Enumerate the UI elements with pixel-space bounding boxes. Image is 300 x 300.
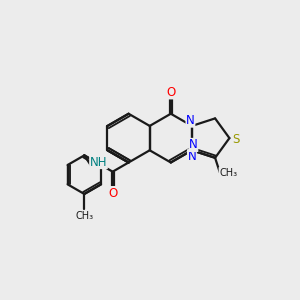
- Text: CH₃: CH₃: [75, 211, 93, 221]
- Text: NH: NH: [90, 155, 107, 169]
- Text: S: S: [232, 133, 240, 146]
- Text: N: N: [186, 114, 195, 127]
- Text: N: N: [188, 150, 196, 163]
- Text: CH₃: CH₃: [219, 167, 237, 178]
- Text: O: O: [108, 187, 117, 200]
- Text: O: O: [166, 86, 176, 99]
- Text: N: N: [189, 138, 198, 152]
